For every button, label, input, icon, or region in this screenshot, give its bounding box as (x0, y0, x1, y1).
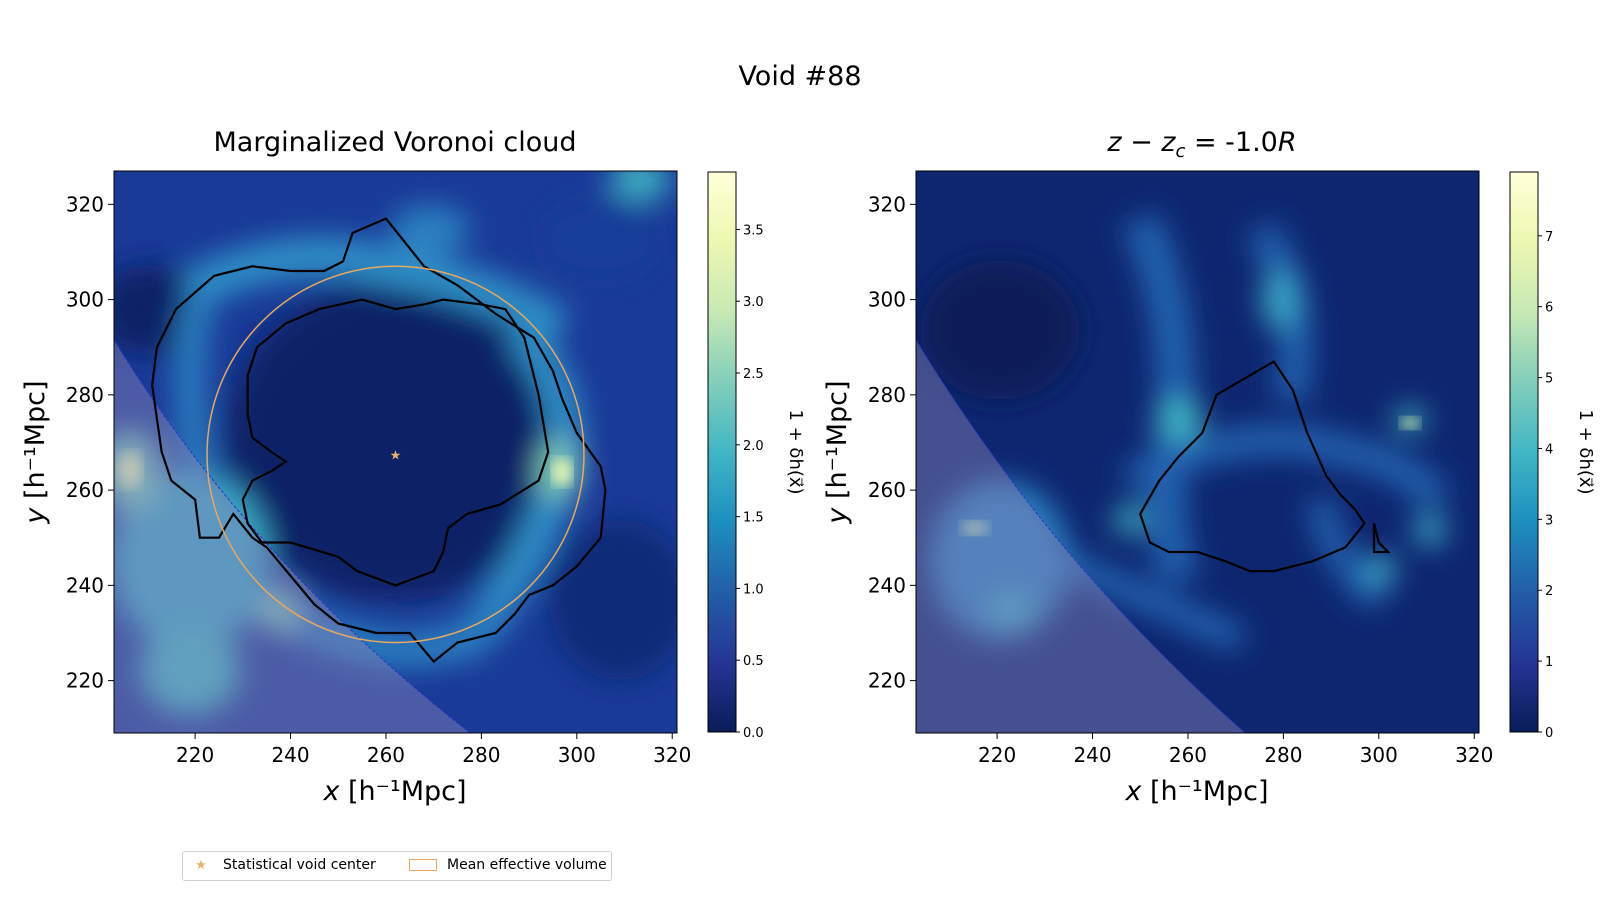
y-tick-label: 300 (66, 288, 104, 312)
right-density-field (920, 212, 1451, 652)
colorbar-tick-label: 0.0 (743, 726, 764, 741)
x-tick-label: 300 (1360, 743, 1398, 767)
y-tick-label: 320 (66, 192, 104, 216)
right-x-label: x [h⁻¹Mpc] (1124, 776, 1268, 807)
colorbar-tick-label: 0 (1545, 726, 1553, 741)
right-panel: z − zc = -1.0R (822, 127, 1596, 807)
x-tick-label: 320 (653, 743, 691, 767)
x-tick-label: 220 (176, 743, 214, 767)
y-tick-label: 260 (868, 478, 906, 502)
colorbar-tick-label: 1.0 (743, 582, 764, 597)
y-tick-label: 280 (66, 383, 104, 407)
mean-effective-volume-circle (206, 265, 585, 644)
x-tick-label: 300 (558, 743, 596, 767)
right-colorbar-ticks: 0 1 2 3 4 5 6 7 (1538, 230, 1553, 741)
colorbar-tick-label: 1 (1545, 655, 1553, 670)
colorbar-tick-label: 7 (1545, 230, 1553, 245)
colorbar-tick-label: 1.5 (743, 511, 764, 526)
y-tick-label: 300 (868, 288, 906, 312)
legend-label-void-center: Statistical void center (223, 857, 376, 873)
left-hatched-region (114, 340, 470, 733)
right-colorbar-label: 1 + δh(x⃗) (1575, 409, 1596, 494)
x-tick-label: 240 (1073, 743, 1111, 767)
figure-title: Void #88 (738, 61, 861, 92)
colorbar-tick-label: 4 (1545, 442, 1553, 457)
right-contour-main (1138, 360, 1366, 573)
left-contour-inner (241, 298, 550, 587)
colorbar-tick-label: 3 (1545, 513, 1553, 528)
colorbar-tick-label: 2.0 (743, 439, 764, 454)
colorbar-tick-label: 3.5 (743, 223, 764, 238)
left-axes-frame (113, 170, 678, 734)
right-ticks: 220 240 260 280 300 320 220 240 260 280 300 320 (868, 192, 1494, 767)
y-tick-label: 240 (66, 573, 104, 597)
left-panel: Marginalized Voronoi cloud (20, 127, 806, 807)
colorbar-tick-label: 6 (1545, 301, 1553, 316)
legend-item-effective-volume: Mean effective volume (409, 857, 607, 873)
left-contour-outer (151, 217, 607, 664)
left-colorbar (707, 171, 737, 733)
x-tick-label: 280 (462, 743, 500, 767)
right-heatmap (916, 171, 1479, 733)
x-tick-label: 220 (978, 743, 1016, 767)
colorbar-tick-label: 3.0 (743, 295, 764, 310)
left-x-label: x [h⁻¹Mpc] (322, 776, 466, 807)
left-y-label: y [h⁻¹Mpc] (20, 380, 51, 524)
legend: ★ Statistical void center Mean effective… (182, 851, 612, 881)
colorbar-tick-label: 2 (1545, 584, 1553, 599)
right-axes-frame (915, 170, 1480, 734)
colorbar-tick-label: 0.5 (743, 654, 764, 669)
right-y-label: y [h⁻¹Mpc] (822, 380, 853, 524)
colorbar-tick-label: 2.5 (743, 367, 764, 382)
x-tick-label: 260 (1169, 743, 1207, 767)
left-colorbar-ticks: 0.0 0.5 1.0 1.5 2.0 2.5 3.0 3.5 (736, 223, 764, 741)
x-tick-label: 260 (367, 743, 405, 767)
right-hatched-region (916, 340, 1245, 733)
left-colorbar-label: 1 + δh(x⃗) (785, 409, 806, 494)
star-icon: ★ (195, 857, 207, 873)
left-ticks: 220 240 260 280 300 320 220 240 260 280 300 320 (66, 192, 692, 767)
legend-label-effective-volume: Mean effective volume (447, 857, 607, 873)
left-panel-title: Marginalized Voronoi cloud (213, 127, 576, 158)
y-tick-label: 220 (868, 669, 906, 693)
left-heatmap: ★ (114, 171, 677, 733)
right-colorbar (1509, 171, 1539, 733)
y-tick-label: 220 (66, 669, 104, 693)
x-tick-label: 240 (271, 743, 309, 767)
colorbar-tick-label: 5 (1545, 372, 1553, 387)
y-tick-label: 280 (868, 383, 906, 407)
right-panel-title: z − zc = -1.0R (1106, 127, 1296, 162)
void-center-star: ★ (390, 448, 402, 463)
circle-patch-icon (409, 859, 437, 871)
x-tick-label: 320 (1455, 743, 1493, 767)
legend-item-void-center: ★ Statistical void center (191, 857, 376, 873)
right-contour-small (1372, 523, 1391, 554)
y-tick-label: 260 (66, 478, 104, 502)
x-tick-label: 280 (1264, 743, 1302, 767)
y-tick-label: 240 (868, 573, 906, 597)
y-tick-label: 320 (868, 192, 906, 216)
